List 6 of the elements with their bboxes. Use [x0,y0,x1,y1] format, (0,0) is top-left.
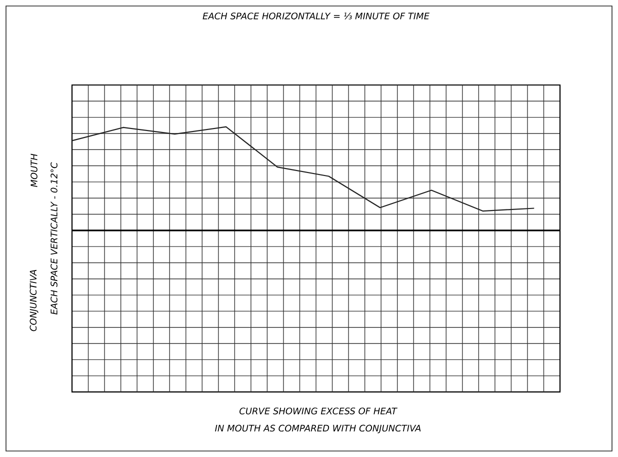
text: CONJUNCTIVA [30,270,38,332]
text: MOUTH [30,154,38,188]
y-axis-title: EACH SPACE VERTICALLY - 0.12°C [50,162,58,315]
text: IN MOUTH AS COMPARED WITH CONJUNCTIVA [215,424,421,434]
text: CURVE SHOWING EXCESS OF HEAT [240,408,398,414]
chart-title: EACH SPACE HORIZONTALLY = ⅓ MINUTE OF TIME [202,12,430,20]
